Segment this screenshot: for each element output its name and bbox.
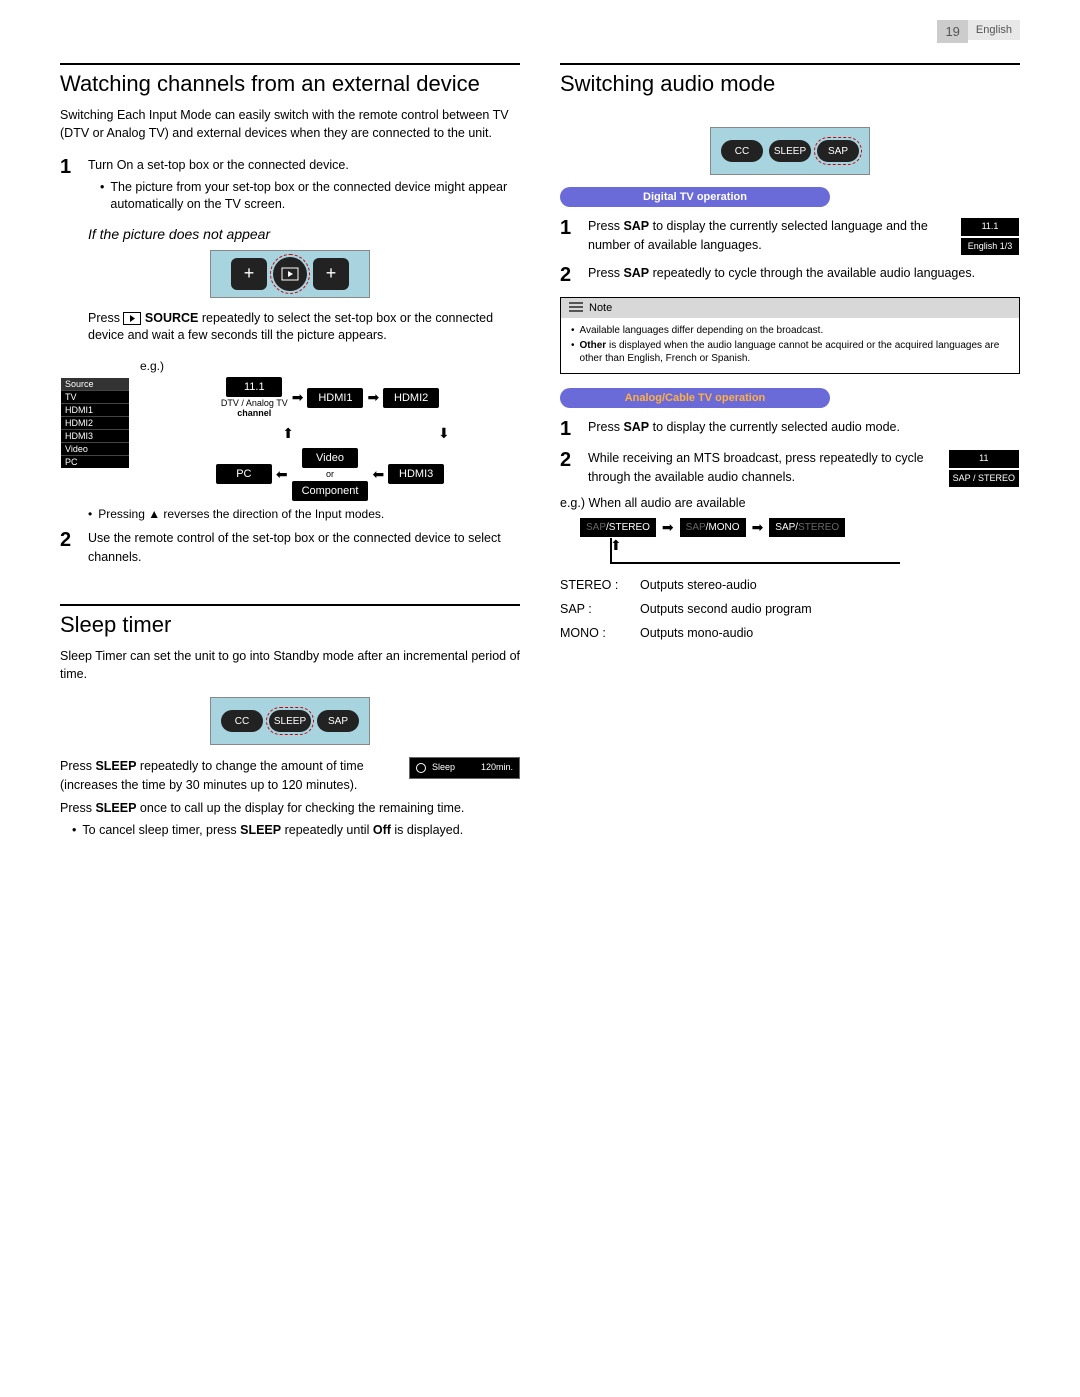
audio-definitions: STEREO :Outputs stereo-audio SAP :Output… bbox=[560, 578, 1020, 640]
arrow-icon: ➡ bbox=[662, 519, 674, 536]
step-1-text: Turn On a set-top box or the connected d… bbox=[88, 158, 349, 172]
arrow-up-icon: ⬆ bbox=[610, 537, 622, 554]
sleep-intro: Sleep Timer can set the unit to go into … bbox=[60, 648, 520, 683]
arrow-icon: ➡ bbox=[367, 389, 379, 406]
arrow-down-icon: ⬇ bbox=[438, 425, 450, 442]
step-number: 2 bbox=[60, 529, 88, 567]
chip-hdmi2: HDMI2 bbox=[383, 388, 439, 408]
note-title: Note bbox=[589, 302, 612, 314]
chip-channel: 11.1 bbox=[226, 377, 282, 397]
remote-cc-button: CC bbox=[221, 710, 263, 732]
remote-cc-button: CC bbox=[721, 140, 763, 162]
remote-plus-button: + bbox=[231, 258, 267, 290]
if-picture-not-appear: If the picture does not appear bbox=[88, 226, 520, 242]
right-column: Switching audio mode CC SLEEP SAP Digita… bbox=[560, 63, 1020, 839]
source-flow-diagram: Source TV HDMI1 HDMI2 HDMI3 Video PC 11.… bbox=[60, 377, 520, 507]
step-2: 2 Use the remote control of the set-top … bbox=[60, 529, 520, 567]
page-header: 19English bbox=[60, 20, 1020, 43]
remote-sap-button: SAP bbox=[817, 140, 859, 162]
language-tag: English bbox=[968, 20, 1020, 40]
chip-hdmi3: HDMI3 bbox=[388, 464, 444, 484]
remote-plus-button: + bbox=[313, 258, 349, 290]
analog-osd: 11 SAP / STEREO bbox=[948, 449, 1020, 488]
digital-tv-header: Digital TV operation bbox=[560, 187, 830, 207]
step-number: 1 bbox=[60, 156, 88, 214]
arrow-icon: ➡ bbox=[752, 519, 764, 536]
arrow-icon: ➡ bbox=[292, 389, 304, 406]
remote-sleep-button: SLEEP bbox=[769, 140, 811, 162]
note-1: Available languages differ depending on … bbox=[580, 324, 824, 337]
sleep-osd: Sleep 120min. bbox=[409, 757, 520, 779]
digital-osd: 11.1 English 1/3 bbox=[960, 217, 1020, 256]
digital-step-1: 1 11.1 English 1/3 Press SAP to display … bbox=[560, 217, 1020, 256]
remote-sleep-illustration: CC SLEEP SAP bbox=[210, 697, 370, 745]
step-1-bullet: The picture from your set-top box or the… bbox=[110, 179, 520, 214]
step-2-text: Use the remote control of the set-top bo… bbox=[88, 529, 520, 567]
analog-tv-header: Analog/Cable TV operation bbox=[560, 388, 830, 408]
eg-all-audio: e.g.) When all audio are available bbox=[560, 496, 1020, 510]
sleep-para-1: Sleep 120min. Press SLEEP repeatedly to … bbox=[60, 757, 520, 795]
source-menu: Source TV HDMI1 HDMI2 HDMI3 Video PC bbox=[60, 377, 130, 469]
chip-sap-stereo: SAP/STEREO bbox=[580, 518, 656, 537]
def-stereo-desc: Outputs stereo-audio bbox=[640, 578, 757, 592]
left-column: Watching channels from an external devic… bbox=[60, 63, 520, 839]
eg-label: e.g.) bbox=[140, 359, 520, 373]
chip-sub: DTV / Analog TVchannel bbox=[221, 399, 288, 419]
section-title-external-device: Watching channels from an external devic… bbox=[60, 63, 520, 97]
remote-sap-button: SAP bbox=[317, 710, 359, 732]
remote-source-illustration: + + bbox=[210, 250, 370, 298]
analog-step-1: 1 Press SAP to display the currently sel… bbox=[560, 418, 1020, 441]
section-title-audio-mode: Switching audio mode bbox=[560, 63, 1020, 97]
def-sap-desc: Outputs second audio program bbox=[640, 602, 812, 616]
source-instruction: Press SOURCE repeatedly to select the se… bbox=[88, 310, 520, 345]
clock-icon bbox=[416, 763, 426, 773]
reverse-note: Pressing ▲ reverses the direction of the… bbox=[98, 507, 384, 521]
intro-text: Switching Each Input Mode can easily swi… bbox=[60, 107, 520, 142]
chip-pc: PC bbox=[216, 464, 272, 484]
chip-hdmi1: HDMI1 bbox=[307, 388, 363, 408]
analog-step-2: 2 11 SAP / STEREO While receiving an MTS… bbox=[560, 449, 1020, 488]
remote-sap-illustration: CC SLEEP SAP bbox=[710, 127, 870, 175]
def-sap-term: SAP : bbox=[560, 602, 640, 616]
loop-line bbox=[610, 538, 900, 564]
section-title-sleep-timer: Sleep timer bbox=[60, 604, 520, 638]
page-number: 19 bbox=[937, 20, 967, 43]
sleep-bullet: To cancel sleep timer, press SLEEP repea… bbox=[82, 822, 463, 840]
remote-sleep-button: SLEEP bbox=[269, 710, 311, 732]
arrow-up-icon: ⬆ bbox=[282, 425, 294, 442]
sleep-para-2: Press SLEEP once to call up the display … bbox=[60, 799, 520, 818]
def-stereo-term: STEREO : bbox=[560, 578, 640, 592]
audio-mode-flow: SAP/STEREO ➡ SAP/MONO ➡ SAP/STEREO bbox=[580, 518, 1020, 537]
note-box: Note Available languages differ dependin… bbox=[560, 297, 1020, 374]
step-1: 1 Turn On a set-top box or the connected… bbox=[60, 156, 520, 214]
analog-step-2-text: While receiving an MTS broadcast, press … bbox=[588, 451, 924, 484]
remote-source-button bbox=[273, 257, 307, 291]
note-2: Other is displayed when the audio langua… bbox=[580, 339, 1009, 365]
def-mono-term: MONO : bbox=[560, 626, 640, 640]
note-icon bbox=[569, 302, 583, 314]
arrow-icon: ⬅ bbox=[372, 466, 384, 483]
chip-component: Component bbox=[292, 481, 369, 501]
def-mono-desc: Outputs mono-audio bbox=[640, 626, 753, 640]
chip-video: Video bbox=[302, 448, 358, 468]
chip-sap-mono: SAP/MONO bbox=[680, 518, 746, 537]
digital-step-2: 2 Press SAP repeatedly to cycle through … bbox=[560, 264, 1020, 287]
arrow-icon: ⬅ bbox=[276, 466, 288, 483]
chip-sap-stereo-2: SAP/STEREO bbox=[769, 518, 845, 537]
